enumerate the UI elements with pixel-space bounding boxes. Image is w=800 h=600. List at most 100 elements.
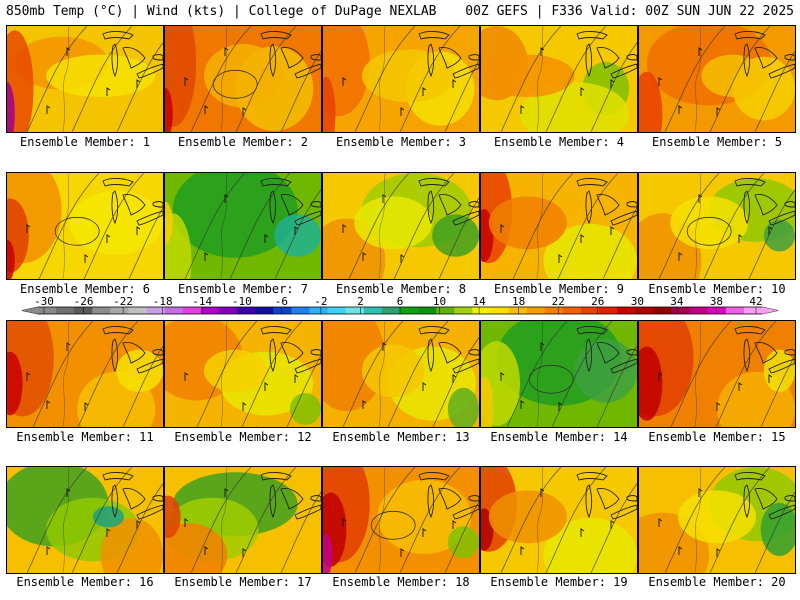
height-contour — [280, 491, 321, 573]
height-contour — [122, 345, 163, 427]
wind-barb — [580, 234, 585, 243]
colorbar-swatch — [56, 307, 75, 314]
border-line — [694, 173, 702, 279]
great-lakes-outline — [260, 326, 321, 374]
wind-barb — [520, 546, 525, 555]
temperature-region — [354, 196, 433, 250]
colorbar-swatch — [544, 307, 564, 314]
great-lakes-outline — [734, 31, 795, 79]
height-contour — [280, 50, 321, 132]
ensemble-member-label: Ensemble Member: 18 — [332, 575, 470, 589]
height-contour — [128, 207, 163, 279]
great-lakes-outline — [260, 178, 321, 226]
wind-barb — [520, 105, 525, 114]
great-lakes-outline — [260, 472, 321, 520]
wind-barb — [452, 520, 457, 529]
ensemble-map-panel — [480, 25, 638, 133]
wind-barb — [184, 372, 189, 381]
colorbar-swatch — [599, 307, 618, 314]
temperature-region — [447, 387, 479, 427]
colorbar-tick-label: -14 — [192, 296, 212, 308]
wind-barb — [658, 77, 663, 86]
height-contour — [235, 467, 297, 573]
wind-barb — [106, 234, 111, 243]
border-line — [220, 26, 228, 132]
ensemble-map-panel — [480, 466, 638, 574]
temperature-region — [432, 214, 479, 257]
temperature-region — [362, 49, 456, 103]
colorbar-swatch — [635, 307, 654, 314]
wind-barb — [106, 87, 111, 96]
temperature-colorbar: -30 -26 -22 -18 -14 -10 -6 -2 2 6 10 14 18 22 26 30 34 38… — [21, 296, 779, 315]
height-contour — [709, 26, 771, 132]
colorbar-swatch — [725, 307, 745, 314]
wind-barb — [184, 518, 189, 527]
temperature-field-map — [481, 26, 637, 132]
temperature-region — [543, 517, 637, 573]
border-line — [62, 321, 70, 427]
temperature-region — [362, 344, 425, 398]
colorbar-tick-label: 14 — [472, 296, 486, 308]
height-contour — [83, 173, 145, 279]
ensemble-member-label: Ensemble Member: 2 — [177, 135, 309, 149]
temperature-region — [323, 321, 386, 412]
height-contour — [658, 173, 720, 279]
ensemble-member-label: Ensemble Member: 12 — [174, 430, 312, 444]
colorbar-tick-label: -18 — [153, 296, 173, 308]
colorbar-tick-label: 38 — [710, 296, 723, 308]
height-contour — [399, 467, 461, 573]
wind-barb — [242, 548, 247, 557]
height-contour — [116, 483, 163, 573]
border-line — [378, 467, 386, 573]
great-lakes-outline — [734, 326, 795, 374]
colorbar-swatch — [381, 307, 401, 314]
temperature-region — [488, 196, 567, 250]
temperature-region — [543, 223, 637, 279]
temperature-region — [7, 239, 15, 279]
wind-barb — [580, 528, 585, 537]
colorbar-swatch — [255, 307, 274, 314]
colorbar-swatch — [38, 307, 57, 314]
ensemble-map-panel — [6, 172, 164, 280]
wind-barb — [610, 79, 615, 88]
great-lakes-outline — [734, 178, 795, 226]
ensemble-map-panel — [6, 320, 164, 428]
temperature-region — [481, 54, 575, 98]
temperature-field-map — [7, 467, 163, 573]
ensemble-map-panel — [164, 466, 322, 574]
colorbar-tick-label: -26 — [74, 296, 94, 308]
ensemble-member-label: Ensemble Member: 14 — [490, 430, 628, 444]
wind-barb — [84, 254, 89, 263]
wind-barb — [658, 372, 663, 381]
temperature-region — [165, 87, 173, 132]
colorbar-swatch — [454, 307, 473, 314]
wind-barb — [66, 488, 71, 497]
colorbar-swatch — [418, 307, 437, 314]
wind-barb — [342, 518, 347, 527]
colorbar-swatch — [327, 307, 346, 314]
height-contour — [235, 26, 297, 132]
wind-barb — [520, 400, 525, 409]
height-contour — [116, 42, 163, 132]
height-contour — [32, 321, 94, 427]
temperature-field-map — [481, 467, 637, 573]
wind-barb — [698, 47, 703, 56]
colorbar-swatch — [490, 307, 509, 314]
ensemble-map-panel — [322, 25, 480, 133]
temperature-region — [481, 377, 494, 427]
ensemble-map-panel — [638, 466, 796, 574]
ensemble-map-panel — [322, 466, 480, 574]
colorbar-swatch — [436, 307, 455, 314]
temperature-field-map — [7, 321, 163, 427]
ensemble-member-label: Ensemble Member: 1 — [19, 135, 151, 149]
temperature-field-map — [165, 321, 321, 427]
wind-barb — [678, 105, 683, 114]
temperature-region — [7, 351, 23, 416]
wind-barb — [342, 224, 347, 233]
wind-barb — [738, 234, 743, 243]
wind-barb — [224, 488, 229, 497]
colorbar-tick-label: -6 — [275, 296, 288, 308]
ensemble-member-label: Ensemble Member: 4 — [493, 135, 625, 149]
colorbar-tick-label: 34 — [670, 296, 684, 308]
temperature-field-map — [639, 321, 795, 427]
